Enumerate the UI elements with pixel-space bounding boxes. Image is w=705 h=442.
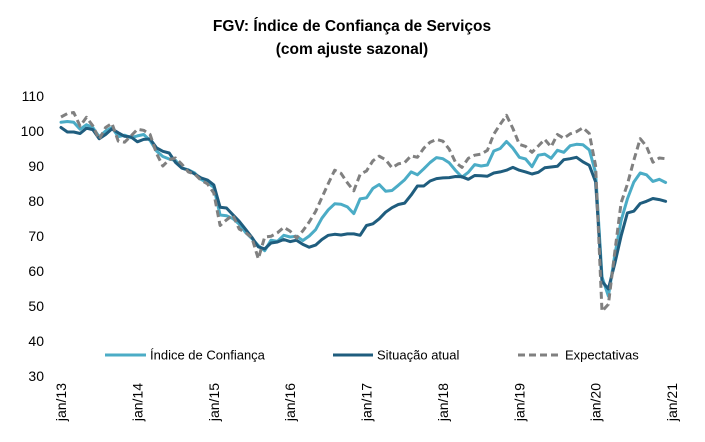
legend-label-3: Expectativas [565,348,639,363]
x-tick-label: jan/19 [511,383,527,422]
y-tick-label: 40 [28,333,44,349]
x-tick-label: jan/14 [129,383,145,422]
legend: Índice de Confiança Situação atual Expecta… [105,348,639,363]
x-tick-label: jan/20 [588,383,604,422]
legend-label-2: Situação atual [377,348,460,363]
series-line-1 [59,120,668,298]
x-tick-label: jan/21 [664,383,680,422]
y-tick-label: 110 [22,88,45,104]
y-tick-label: 50 [28,298,44,314]
y-tick-label: 80 [28,193,44,209]
x-tick-label: jan/13 [53,383,69,422]
y-tick-label: 100 [21,123,45,139]
x-tick-label: jan/15 [206,383,222,422]
chart-subtitle: (com ajuste sazonal) [276,41,428,58]
y-tick-label: 90 [28,158,44,174]
y-tick-label: 60 [28,263,44,279]
y-axis: 30 40 50 60 70 80 90 100 110 [21,88,45,384]
x-tick-label: jan/17 [359,383,375,422]
legend-label-1: Índice de Confiança [150,348,266,363]
series-line-2 [59,126,668,291]
x-tick-label: jan/16 [282,383,298,422]
plot-area [59,111,668,313]
x-axis: jan/13 jan/14 jan/15 jan/16 jan/17 jan/18 jan/… [53,383,680,422]
x-tick-label: jan/18 [435,383,451,422]
y-tick-label: 30 [28,368,44,384]
y-tick-label: 70 [28,228,44,244]
chart-title: FGV: Índice de Confiança de Serviços [213,18,491,35]
